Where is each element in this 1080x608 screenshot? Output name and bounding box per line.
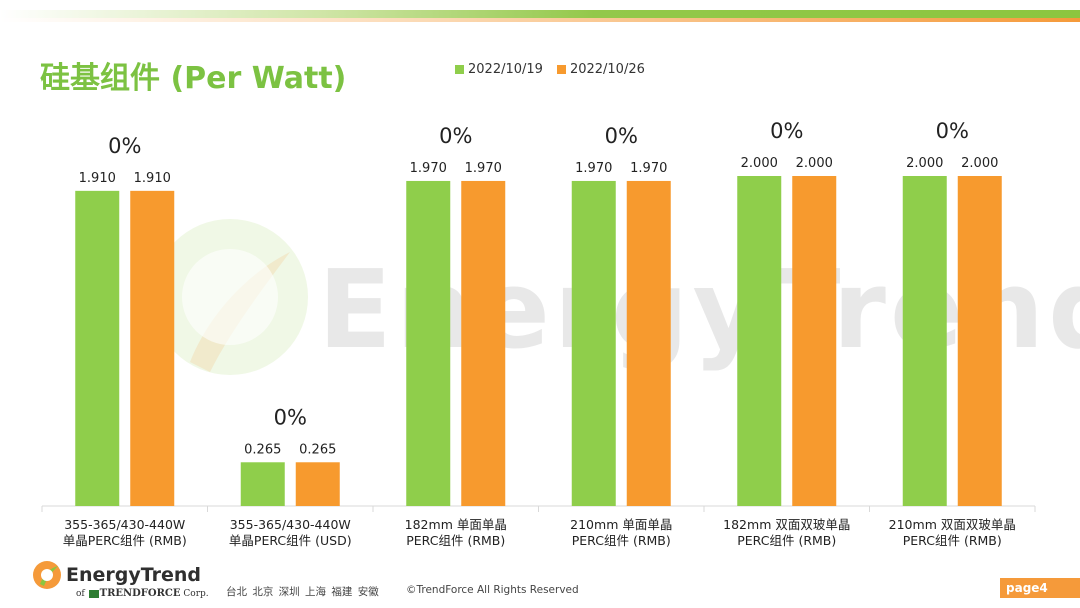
footer-logo: EnergyTrend (32, 560, 201, 590)
footer-sub-brand: TRENDFORCE (99, 588, 181, 599)
bar-series2 (461, 180, 506, 506)
page-title: 硅基组件 (Per Watt) (40, 61, 347, 96)
bar-series1 (240, 462, 285, 506)
bar-series2 (626, 180, 671, 506)
legend-swatch-orange (556, 65, 566, 74)
bar-series2 (130, 190, 175, 506)
bar-series1 (902, 176, 947, 506)
category-label: 182mm 双面双玻单晶 (723, 517, 850, 532)
bar-series1 (571, 180, 616, 506)
change-label: 0% (439, 124, 472, 148)
bar-series2 (957, 176, 1002, 506)
change-label: 0% (770, 119, 803, 143)
change-label: 0% (936, 119, 969, 143)
top-accent-bar-orange (0, 18, 1080, 22)
change-label: 0% (108, 134, 141, 158)
energytrend-leaf-icon (33, 561, 61, 589)
bar-series1 (75, 190, 120, 506)
bar-series2 (295, 462, 340, 506)
bar-series1 (737, 176, 782, 506)
category-label: PERC组件 (RMB) (572, 533, 671, 548)
data-label: 2.000 (741, 156, 778, 171)
footer-copyright: ©TrendForce All Rights Reserved (406, 584, 579, 596)
category-label: PERC组件 (RMB) (903, 533, 1002, 548)
category-label: 单晶PERC组件 (RMB) (63, 533, 187, 548)
watermark-logo-icon (152, 219, 308, 375)
footer-cities: 台北 北京 深圳 上海 福建 安徽 (226, 586, 379, 598)
category-label: 210mm 双面双玻单晶 (889, 517, 1016, 532)
category-label: 单晶PERC组件 (USD) (229, 533, 352, 548)
data-label: 0.265 (244, 442, 281, 457)
data-label: 1.970 (465, 161, 502, 176)
data-label: 1.970 (410, 161, 447, 176)
legend-item-1: 2022/10/19 (455, 62, 543, 77)
category-label: PERC组件 (RMB) (737, 533, 836, 548)
legend-label-1: 2022/10/19 (468, 62, 543, 77)
footer-sub-prefix: of (76, 589, 85, 599)
bar-series1 (406, 180, 451, 506)
page-number: page4 (1000, 578, 1080, 598)
bar-series2 (792, 176, 837, 506)
data-label: 1.910 (79, 171, 116, 186)
legend-label-2: 2022/10/26 (569, 62, 645, 77)
legend-swatch-green (455, 65, 464, 74)
footer-subbrand: of TRENDFORCE Corp. (76, 588, 209, 599)
chart-legend: 2022/10/19 2022/10/26 (455, 62, 645, 77)
category-label: 355-365/430-440W (64, 517, 185, 532)
data-label: 0.265 (299, 442, 336, 457)
change-label: 0% (605, 124, 638, 148)
data-label: 2.000 (796, 156, 833, 171)
category-label: 355-365/430-440W (230, 517, 351, 532)
trendforce-logo-icon (88, 589, 99, 598)
footer-brand: EnergyTrend (66, 564, 202, 586)
legend-item-2: 2022/10/26 (556, 62, 645, 77)
footer-sub-suffix: Corp. (183, 589, 209, 599)
data-label: 2.000 (906, 156, 943, 171)
data-label: 1.970 (630, 161, 667, 176)
category-label: 182mm 单面单晶 (405, 517, 507, 532)
top-accent-bar (0, 10, 1080, 20)
data-label: 1.970 (575, 161, 612, 176)
category-label: 210mm 单面单晶 (570, 517, 672, 532)
change-label: 0% (274, 405, 307, 429)
category-label: PERC组件 (RMB) (406, 533, 505, 548)
data-label: 1.910 (134, 171, 171, 186)
data-label: 2.000 (961, 156, 998, 171)
